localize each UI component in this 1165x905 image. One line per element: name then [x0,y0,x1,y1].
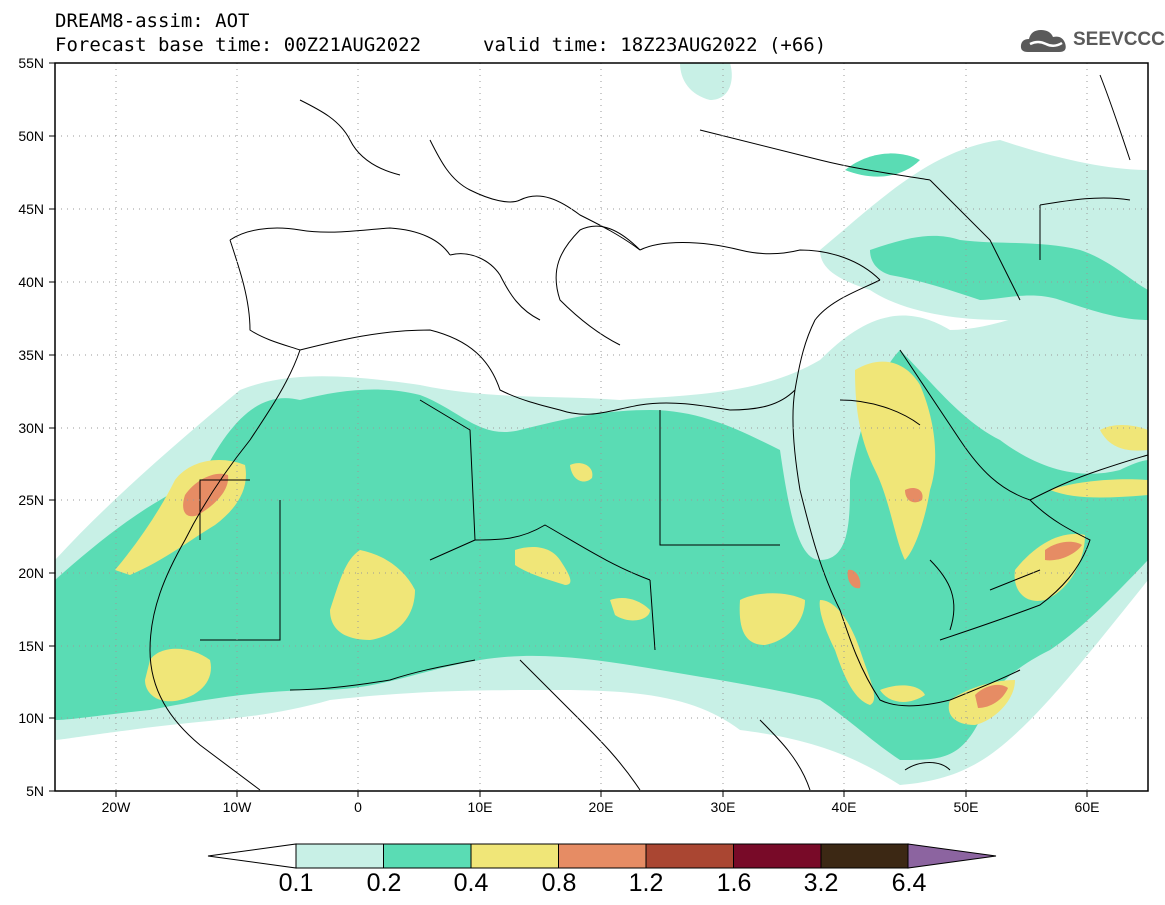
lon-label: 20W [101,799,131,815]
valid-time: valid time: 18Z23AUG2022 (+66) [483,34,827,56]
colorbar-label: 0.8 [541,869,577,897]
colorbar [207,843,997,869]
lat-label: 45N [18,201,44,217]
lat-label: 20N [18,565,44,581]
forecast-base-time: Forecast base time: 00Z21AUG2022 [55,34,422,56]
colorbar-box [383,843,472,869]
lat-label: 50N [18,128,44,144]
colorbar-label: 0.4 [453,869,489,897]
colorbar-label: 1.2 [628,869,664,897]
lon-label: 30E [710,799,736,815]
lon-label: 20E [588,799,614,815]
colorbar-low-arrow [207,843,297,869]
colorbar-label: 1.6 [716,869,752,897]
lon-label: 50E [953,799,979,815]
colorbar-box [295,843,384,869]
lon-label: 10E [467,799,493,815]
lat-label: 5N [26,783,44,799]
colorbar-box [820,843,909,869]
colorbar-box [470,843,559,869]
colorbar-box [733,843,822,869]
lon-label: 40E [831,799,857,815]
lon-label: 10W [222,799,252,815]
lat-label: 15N [18,638,44,654]
chart-title: DREAM8-assim: AOT [55,10,250,32]
colorbar-label: 6.4 [891,869,927,897]
colorbar-box [558,843,647,869]
lon-label: 60E [1074,799,1100,815]
aot-level-0.4 [115,361,1148,725]
colorbar-high-arrow [907,843,997,869]
colorbar-label: 0.1 [278,869,314,897]
lat-label: 10N [18,710,44,726]
cloud-icon [1020,30,1066,52]
seevccc-logo: SEEVCCC [1018,24,1165,58]
colorbar-label: 3.2 [803,869,839,897]
lat-label: 55N [18,55,44,71]
logo-text: SEEVCCC [1073,29,1165,50]
lon-label: 0 [354,799,362,815]
grid-lines [55,63,1148,791]
lat-label: 30N [18,420,44,436]
lat-label: 35N [18,347,44,363]
aot-field [55,63,1148,785]
lat-label: 40N [18,274,44,290]
lat-label: 25N [18,492,44,508]
colorbar-label: 0.2 [366,869,402,897]
colorbar-box [645,843,734,869]
axis-ticks [49,62,1088,797]
coastlines-borders [149,74,1148,791]
